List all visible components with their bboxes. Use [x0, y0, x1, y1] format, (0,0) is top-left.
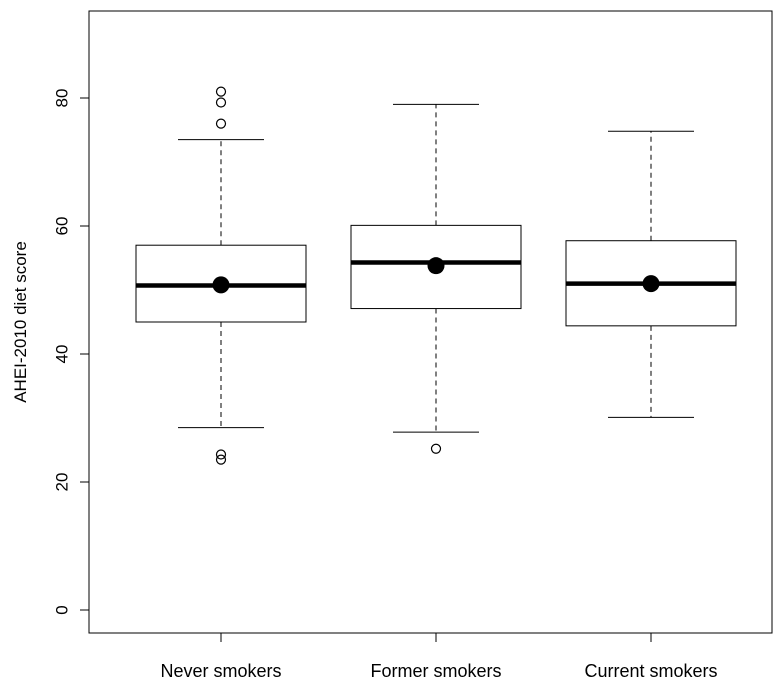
outlier-point	[430, 443, 442, 454]
y-tick-label: 60	[53, 217, 72, 236]
y-tick-label: 80	[53, 89, 72, 108]
x-tick-label: Current smokers	[584, 661, 717, 681]
x-tick-label: Never smokers	[160, 661, 281, 681]
mean-point	[212, 276, 230, 294]
mean-point	[427, 257, 445, 275]
y-axis-label: AHEI-2010 diet score	[11, 241, 30, 403]
outlier-point	[215, 97, 227, 108]
y-tick-label: 20	[53, 473, 72, 492]
outlier-point	[215, 86, 227, 97]
box-group	[565, 130, 737, 418]
y-tick-label: 40	[53, 345, 72, 364]
boxes	[135, 86, 737, 465]
box-group	[135, 86, 307, 465]
y-axis: 0 20 40 60 80	[53, 89, 90, 615]
box-group	[350, 103, 522, 454]
y-tick-label: 0	[53, 605, 72, 614]
x-axis: Never smokers Former smokers Current smoke…	[160, 633, 718, 681]
x-tick-label: Former smokers	[370, 661, 501, 681]
outlier-point	[215, 118, 227, 129]
mean-point	[642, 275, 660, 293]
outlier-point	[215, 449, 227, 460]
outlier-point	[215, 454, 227, 465]
